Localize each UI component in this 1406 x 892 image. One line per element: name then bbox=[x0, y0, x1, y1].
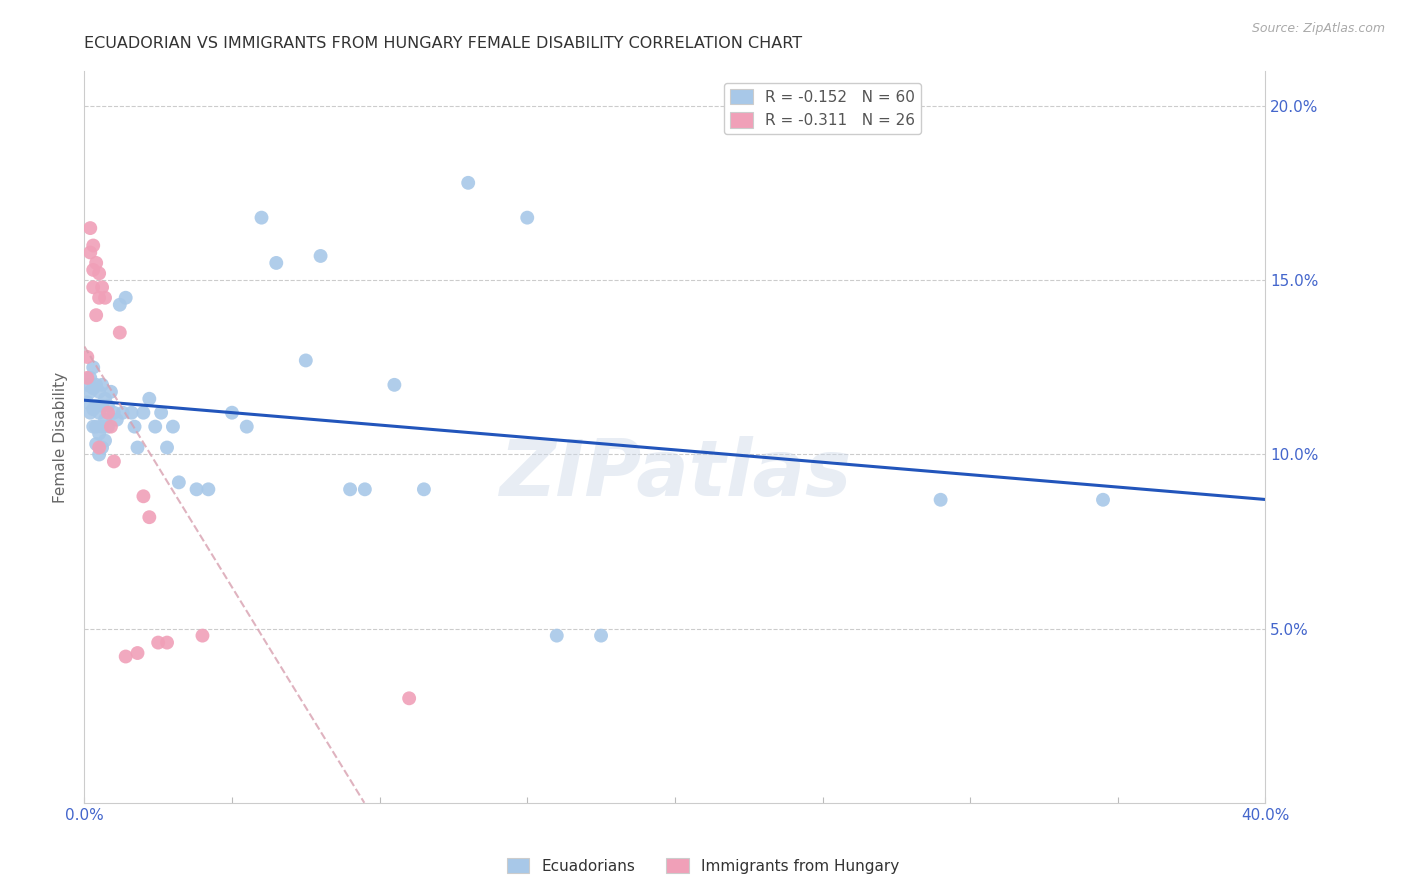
Point bbox=[84, 399, 107, 413]
Point bbox=[114, 649, 136, 664]
Point bbox=[89, 426, 111, 441]
Point bbox=[94, 412, 117, 426]
Point bbox=[89, 384, 111, 399]
Point bbox=[1092, 492, 1115, 507]
Point bbox=[94, 291, 117, 305]
Point bbox=[413, 483, 436, 497]
Point bbox=[124, 419, 146, 434]
Point bbox=[309, 249, 332, 263]
Point bbox=[91, 441, 114, 455]
Point bbox=[457, 176, 479, 190]
Point bbox=[84, 308, 107, 322]
Point bbox=[132, 406, 155, 420]
Point bbox=[156, 441, 179, 455]
Legend: Ecuadorians, Immigrants from Hungary: Ecuadorians, Immigrants from Hungary bbox=[501, 852, 905, 880]
Point bbox=[84, 419, 107, 434]
Point bbox=[398, 691, 420, 706]
Point bbox=[91, 419, 114, 434]
Point bbox=[79, 384, 101, 399]
Point bbox=[264, 256, 288, 270]
Point bbox=[138, 510, 160, 524]
Point bbox=[89, 448, 111, 462]
Point bbox=[100, 384, 122, 399]
Point bbox=[76, 350, 98, 364]
Point bbox=[76, 395, 98, 409]
Point bbox=[127, 441, 149, 455]
Y-axis label: Female Disability: Female Disability bbox=[53, 371, 69, 503]
Point bbox=[76, 371, 98, 385]
Point bbox=[250, 211, 273, 225]
Point bbox=[91, 280, 114, 294]
Point bbox=[89, 266, 111, 280]
Point bbox=[108, 326, 131, 340]
Point bbox=[97, 419, 120, 434]
Point bbox=[89, 291, 111, 305]
Point bbox=[111, 406, 134, 420]
Point bbox=[103, 454, 125, 468]
Point bbox=[79, 221, 101, 235]
Point bbox=[108, 298, 131, 312]
Point bbox=[82, 280, 104, 294]
Point bbox=[162, 419, 184, 434]
Point bbox=[91, 377, 114, 392]
Point bbox=[121, 406, 143, 420]
Point bbox=[82, 263, 104, 277]
Point bbox=[100, 419, 122, 434]
Point bbox=[89, 406, 111, 420]
Point bbox=[105, 412, 128, 426]
Point bbox=[150, 406, 173, 420]
Point bbox=[103, 406, 125, 420]
Point bbox=[591, 629, 613, 643]
Point bbox=[236, 419, 259, 434]
Point bbox=[191, 629, 214, 643]
Point bbox=[197, 483, 219, 497]
Text: ZIPatlas: ZIPatlas bbox=[499, 435, 851, 512]
Point bbox=[929, 492, 952, 507]
Point bbox=[91, 399, 114, 413]
Point bbox=[82, 360, 104, 375]
Point bbox=[76, 377, 98, 392]
Point bbox=[516, 211, 538, 225]
Point bbox=[94, 392, 117, 406]
Point bbox=[127, 646, 149, 660]
Point bbox=[97, 399, 120, 413]
Text: ECUADORIAN VS IMMIGRANTS FROM HUNGARY FEMALE DISABILITY CORRELATION CHART: ECUADORIAN VS IMMIGRANTS FROM HUNGARY FE… bbox=[84, 36, 803, 51]
Point bbox=[167, 475, 190, 490]
Point bbox=[339, 483, 361, 497]
Point bbox=[354, 483, 377, 497]
Point bbox=[82, 402, 104, 417]
Point bbox=[132, 489, 155, 503]
Point bbox=[114, 291, 136, 305]
Point bbox=[79, 406, 101, 420]
Point bbox=[382, 377, 406, 392]
Point bbox=[97, 406, 120, 420]
Point bbox=[221, 406, 243, 420]
Point bbox=[148, 635, 170, 649]
Point bbox=[143, 419, 166, 434]
Point bbox=[186, 483, 208, 497]
Point bbox=[79, 371, 101, 385]
Point bbox=[89, 441, 111, 455]
Point bbox=[546, 629, 568, 643]
Point bbox=[82, 419, 104, 434]
Point bbox=[295, 353, 318, 368]
Legend: R = -0.152   N = 60, R = -0.311   N = 26: R = -0.152 N = 60, R = -0.311 N = 26 bbox=[724, 83, 921, 135]
Point bbox=[82, 238, 104, 252]
Point bbox=[79, 245, 101, 260]
Point bbox=[156, 635, 179, 649]
Point bbox=[84, 437, 107, 451]
Point bbox=[138, 392, 160, 406]
Point bbox=[84, 377, 107, 392]
Point bbox=[84, 256, 107, 270]
Text: Source: ZipAtlas.com: Source: ZipAtlas.com bbox=[1251, 22, 1385, 36]
Point bbox=[82, 381, 104, 395]
Point bbox=[94, 434, 117, 448]
